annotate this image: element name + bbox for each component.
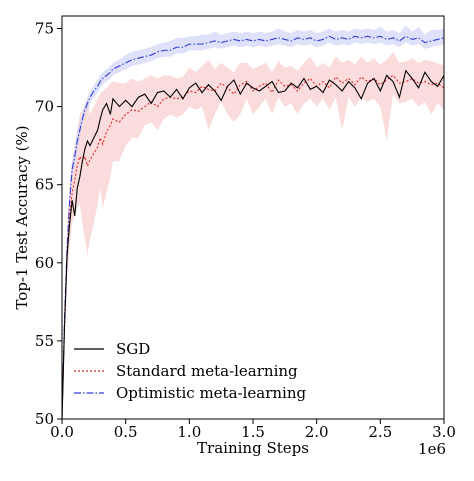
- y-tick-label: 70: [35, 98, 54, 116]
- x-axis-label: Training Steps: [197, 439, 309, 457]
- series-lines: [61, 35, 445, 420]
- legend-label-sgd: SGD: [116, 340, 150, 358]
- x-tick-label: 1.0: [177, 423, 201, 441]
- legend-label-optimistic-meta-learning: Optimistic meta-learning: [116, 384, 306, 402]
- y-axis-ticks: 50 55 60 65 70 75: [35, 19, 62, 428]
- x-tick-label: 0.0: [50, 423, 74, 441]
- y-tick-label: 60: [35, 254, 54, 272]
- x-tick-label: 0.5: [114, 423, 138, 441]
- legend-label-standard-meta-learning: Standard meta-learning: [116, 362, 298, 380]
- series-line-optimistic-meta-learning: [61, 35, 445, 420]
- x-tick-label: 2.5: [368, 423, 392, 441]
- y-tick-label: 75: [35, 19, 54, 37]
- y-tick-label: 50: [35, 410, 54, 428]
- band-standard-meta-learning: [62, 51, 444, 419]
- x-axis-ticks: 0.0 0.5 1.0 1.5 2.0 2.5 3.0: [50, 419, 456, 441]
- x-axis-offset-label: 1e6: [418, 440, 446, 458]
- y-tick-label: 55: [35, 332, 54, 350]
- y-axis-label: Top-1 Test Accuracy (%): [13, 125, 31, 309]
- x-tick-label: 1.5: [241, 423, 265, 441]
- error-bands: [62, 25, 444, 419]
- x-tick-label: 3.0: [432, 423, 456, 441]
- series-line-sgd: [61, 69, 445, 420]
- y-tick-label: 65: [35, 176, 54, 194]
- series-line-standard-meta-learning: [61, 74, 445, 420]
- legend: SGD Standard meta-learning Optimistic meta…: [74, 340, 306, 402]
- x-tick-label: 2.0: [305, 423, 329, 441]
